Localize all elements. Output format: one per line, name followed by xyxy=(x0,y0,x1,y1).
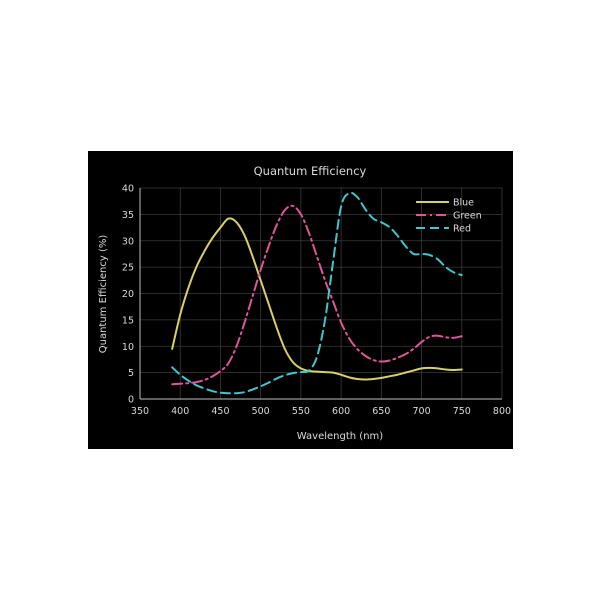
grid-layer xyxy=(139,187,503,400)
y-tick-label: 5 xyxy=(128,368,134,379)
x-tick-label: 500 xyxy=(252,406,270,417)
x-axis-title: Wavelength (nm) xyxy=(297,431,383,442)
axis-layer: 350 400 450 500 550 600 650 700 750 800 0 5 10 15 20 25… xyxy=(122,184,511,418)
series-line-blue xyxy=(171,217,463,381)
x-tick-label: 450 xyxy=(211,406,229,417)
y-tick-label: 10 xyxy=(122,342,134,353)
chart-title: Quantum Efficiency xyxy=(254,164,367,178)
legend-label-red: Red xyxy=(453,224,471,235)
y-axis-title: Quantum Efficiency (%) xyxy=(98,235,109,354)
legend-label-blue: Blue xyxy=(453,198,474,209)
series-layer xyxy=(171,191,463,395)
legend: Blue Green Red xyxy=(416,198,482,235)
x-tick-label: 550 xyxy=(292,406,310,417)
x-tick-label: 800 xyxy=(493,406,511,417)
x-tick-label: 650 xyxy=(372,406,390,417)
series-line-green xyxy=(171,204,463,386)
y-tick-label: 35 xyxy=(122,210,134,221)
y-tick-label: 20 xyxy=(122,289,134,300)
y-tick-label: 30 xyxy=(122,236,134,247)
x-tick-label: 600 xyxy=(332,406,350,417)
series-line-red xyxy=(171,191,463,395)
y-tick-label: 0 xyxy=(128,395,134,406)
x-tick-label: 350 xyxy=(131,406,149,417)
y-tick-label: 15 xyxy=(122,315,134,326)
chart-panel: Quantum Efficiency 350 400 450 500 550 600 650… xyxy=(88,151,513,449)
x-tick-label: 700 xyxy=(412,406,430,417)
x-tick-label: 750 xyxy=(453,406,471,417)
y-tick-label: 40 xyxy=(122,184,134,195)
x-tick-label: 400 xyxy=(171,406,189,417)
y-tick-label: 25 xyxy=(122,263,134,274)
legend-label-green: Green xyxy=(453,211,482,222)
quantum-efficiency-chart: Quantum Efficiency 350 400 450 500 550 600 650… xyxy=(98,164,511,442)
